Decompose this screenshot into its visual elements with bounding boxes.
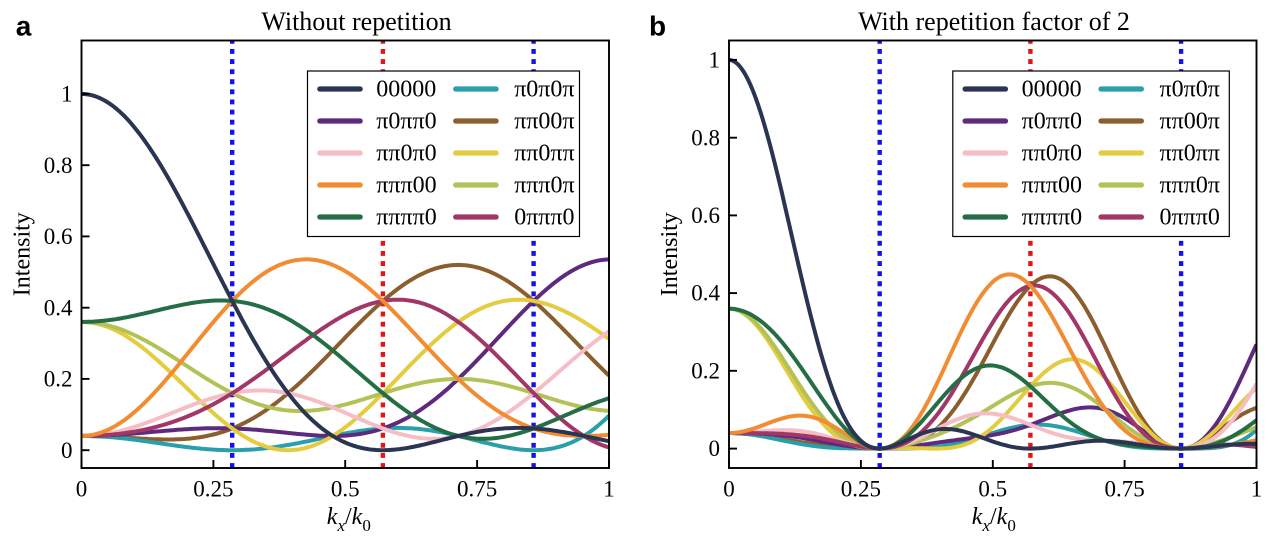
svg-text:kx/k0: kx/k0 — [972, 504, 1016, 535]
svg-text:ππ0π0: ππ0π0 — [1022, 141, 1082, 167]
svg-text:Without repetition: Without repetition — [261, 7, 451, 36]
svg-text:0.8: 0.8 — [691, 125, 720, 150]
svg-text:b: b — [649, 11, 666, 42]
svg-text:00000: 00000 — [376, 77, 436, 103]
svg-text:πππ0π: πππ0π — [514, 173, 574, 199]
svg-text:ππ00π: ππ00π — [1160, 109, 1220, 135]
svg-text:ππ0ππ: ππ0ππ — [514, 141, 574, 167]
svg-text:kx/k0: kx/k0 — [327, 504, 371, 535]
svg-text:ππππ0: ππππ0 — [376, 205, 436, 231]
svg-text:ππ0ππ: ππ0ππ — [1160, 141, 1220, 167]
svg-text:0.2: 0.2 — [44, 367, 73, 392]
svg-text:ππ0π0: ππ0π0 — [376, 141, 436, 167]
svg-text:0.75: 0.75 — [457, 477, 497, 502]
svg-text:With repetition factor of 2: With repetition factor of 2 — [858, 7, 1130, 36]
svg-text:0πππ0: 0πππ0 — [514, 205, 574, 231]
svg-text:0.25: 0.25 — [193, 477, 233, 502]
svg-text:0.2: 0.2 — [691, 358, 720, 383]
svg-text:π0ππ0: π0ππ0 — [1022, 109, 1082, 135]
svg-text:0: 0 — [61, 438, 73, 463]
svg-text:a: a — [16, 11, 32, 42]
svg-text:0: 0 — [709, 436, 721, 461]
svg-text:1: 1 — [709, 48, 721, 73]
svg-text:Intensity: Intensity — [657, 212, 683, 296]
svg-text:0.5: 0.5 — [331, 477, 360, 502]
svg-text:ππππ0: ππππ0 — [1022, 205, 1082, 231]
svg-text:πππ00: πππ00 — [376, 173, 436, 199]
svg-text:0πππ0: 0πππ0 — [1160, 205, 1220, 231]
svg-text:0.8: 0.8 — [44, 153, 73, 178]
svg-text:πππ0π: πππ0π — [1160, 173, 1220, 199]
svg-text:00000: 00000 — [1022, 77, 1082, 103]
svg-text:0: 0 — [76, 477, 88, 502]
svg-text:1: 1 — [603, 477, 615, 502]
svg-text:0.5: 0.5 — [978, 477, 1007, 502]
svg-text:0.6: 0.6 — [44, 224, 73, 249]
svg-text:0.25: 0.25 — [841, 477, 881, 502]
svg-text:0.4: 0.4 — [44, 295, 73, 320]
svg-text:π0π0π: π0π0π — [514, 77, 574, 103]
svg-text:ππ00π: ππ00π — [514, 109, 574, 135]
svg-text:π0π0π: π0π0π — [1160, 77, 1220, 103]
svg-text:π0ππ0: π0ππ0 — [376, 109, 436, 135]
svg-text:Intensity: Intensity — [10, 212, 36, 296]
svg-text:0.4: 0.4 — [691, 281, 720, 306]
svg-text:0.6: 0.6 — [691, 203, 720, 228]
svg-text:0.75: 0.75 — [1104, 477, 1144, 502]
svg-text:1: 1 — [61, 82, 73, 107]
svg-text:πππ00: πππ00 — [1022, 173, 1082, 199]
svg-text:1: 1 — [1251, 477, 1263, 502]
svg-text:0: 0 — [723, 477, 735, 502]
